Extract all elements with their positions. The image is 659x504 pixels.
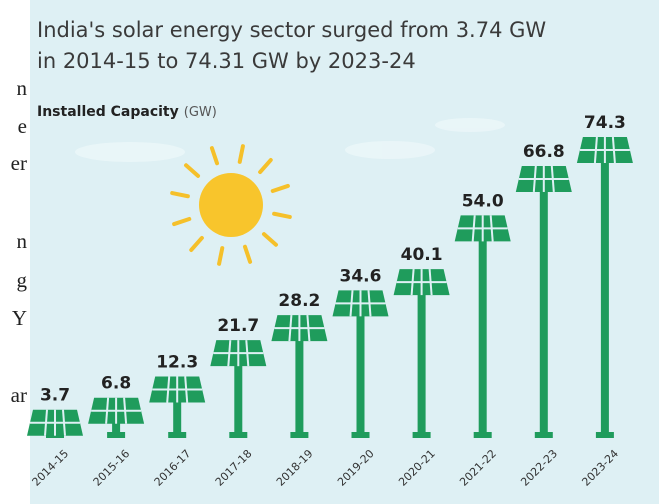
pole-foot [413,432,431,438]
pole-foot [535,432,553,438]
chart: India's solar energy sector surged from … [0,0,659,504]
value-label: 21.7 [217,316,259,336]
pole [540,186,548,437]
y-label-text: Installed Capacity [37,104,179,120]
solar-bar [27,410,83,438]
pole [601,157,609,437]
value-label: 3.7 [40,386,70,406]
value-label: 6.8 [101,374,131,394]
page-fragment: ar [11,383,27,407]
pole [479,235,487,437]
value-label: 66.8 [523,142,565,162]
pole [418,289,426,437]
page-fragment: n [17,76,28,100]
chart-title-line: in 2014-15 to 74.31 GW by 2023-24 [37,49,416,73]
value-label: 12.3 [156,352,198,372]
pole [173,396,181,437]
page-fragment: e [18,114,27,138]
y-unit: (GW) [184,105,217,120]
page-fragment: n [17,229,28,253]
value-label: 28.2 [278,291,320,311]
y-label: Installed Capacity (GW) [37,104,217,120]
pole-foot [596,432,614,438]
page-fragment: er [11,151,27,175]
value-label: 54.0 [462,191,504,211]
value-label: 40.1 [401,245,443,265]
pole-foot [352,432,370,438]
pole-foot [107,432,125,438]
page-fragment: Y [12,306,27,330]
value-label: 34.6 [340,266,382,286]
pole-foot [229,432,247,438]
pole-foot [168,432,186,438]
pole [295,335,303,437]
chart-title: India's solar energy sector surged from … [37,18,546,42]
background [30,0,659,504]
value-label: 74.3 [584,113,626,133]
pole [357,310,365,437]
pole-foot [290,432,308,438]
pole-foot [474,432,492,438]
page: India's solar energy sector surged from … [0,0,659,504]
page-fragment: g [17,268,28,292]
pole [234,360,242,437]
